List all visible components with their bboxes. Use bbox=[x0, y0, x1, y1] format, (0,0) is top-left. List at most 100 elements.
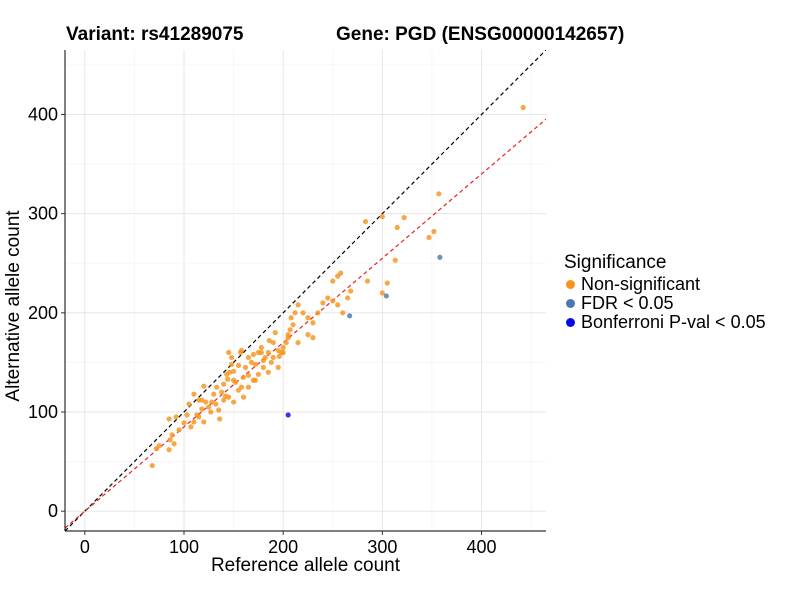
data-point bbox=[290, 322, 296, 328]
data-point bbox=[401, 215, 407, 221]
data-point bbox=[305, 332, 311, 338]
data-point bbox=[258, 344, 264, 351]
data-point bbox=[201, 419, 207, 425]
data-point bbox=[348, 288, 354, 294]
reference-line bbox=[65, 118, 546, 529]
data-point bbox=[184, 412, 190, 418]
data-point bbox=[176, 427, 182, 433]
y-tick-label: 200 bbox=[28, 303, 58, 323]
data-point bbox=[270, 354, 276, 361]
data-point bbox=[173, 414, 179, 420]
data-point bbox=[191, 391, 197, 397]
data-point bbox=[156, 443, 162, 449]
data-point bbox=[320, 300, 326, 306]
data-point bbox=[171, 441, 177, 447]
data-point bbox=[265, 369, 271, 375]
data-point bbox=[394, 224, 400, 231]
data-point bbox=[226, 394, 232, 400]
data-point bbox=[245, 372, 252, 378]
data-point bbox=[248, 359, 255, 366]
legend-label: Non-significant bbox=[581, 274, 701, 294]
data-point bbox=[272, 330, 278, 336]
data-point bbox=[188, 424, 194, 430]
data-point bbox=[345, 295, 351, 301]
data-point bbox=[235, 387, 242, 393]
data-point bbox=[392, 257, 398, 263]
tick-labels: 0 100 200 300 400 0 100 200 300 400 bbox=[28, 104, 497, 557]
data-point bbox=[340, 310, 346, 316]
data-point bbox=[209, 399, 215, 405]
data-point bbox=[266, 337, 272, 344]
legend: Significance Non-significant FDR < 0.05 … bbox=[564, 252, 766, 332]
data-point bbox=[280, 344, 286, 351]
legend-title: Significance bbox=[564, 252, 667, 273]
data-point bbox=[181, 420, 187, 426]
y-tick-label: 300 bbox=[28, 204, 58, 224]
data-point bbox=[280, 349, 286, 356]
data-point bbox=[255, 371, 261, 377]
data-point bbox=[379, 214, 385, 220]
reference-line bbox=[65, 50, 546, 531]
data-point bbox=[310, 320, 316, 326]
data-point bbox=[230, 399, 237, 405]
data-point bbox=[295, 339, 301, 346]
data-point bbox=[275, 364, 281, 370]
data-point bbox=[520, 104, 526, 111]
legend-label: Bonferroni P-val < 0.05 bbox=[581, 312, 766, 332]
data-point bbox=[292, 310, 298, 316]
y-axis-label: Alternative allele count bbox=[3, 210, 24, 402]
data-point bbox=[196, 414, 202, 420]
data-point bbox=[217, 416, 223, 422]
data-point bbox=[268, 359, 274, 366]
data-point bbox=[325, 295, 331, 301]
data-point bbox=[203, 399, 209, 405]
data-point bbox=[347, 313, 353, 319]
data-point bbox=[300, 310, 306, 316]
data-point bbox=[201, 383, 207, 389]
data-point bbox=[211, 391, 217, 397]
data-point bbox=[199, 397, 205, 403]
data-point bbox=[219, 389, 225, 395]
x-tick-label: 300 bbox=[367, 537, 397, 557]
data-point bbox=[315, 310, 321, 316]
x-tick-label: 100 bbox=[169, 537, 199, 557]
data-point bbox=[216, 407, 222, 413]
data-point bbox=[364, 278, 371, 284]
x-tick-label: 400 bbox=[467, 537, 497, 557]
legend-dot-icon bbox=[566, 280, 575, 289]
data-point bbox=[199, 406, 205, 412]
legend-item-non-significant: Non-significant bbox=[564, 275, 766, 294]
data-point bbox=[384, 280, 390, 286]
data-point bbox=[230, 377, 237, 383]
data-point bbox=[285, 412, 291, 418]
x-axis-label: Reference allele count bbox=[210, 555, 401, 576]
data-point bbox=[330, 298, 336, 304]
data-point bbox=[379, 290, 385, 296]
data-point bbox=[235, 362, 242, 368]
data-point bbox=[166, 416, 172, 422]
data-point bbox=[240, 374, 247, 380]
data-point bbox=[383, 293, 389, 299]
reference-lines bbox=[65, 50, 546, 531]
data-point bbox=[270, 339, 276, 346]
data-point bbox=[338, 270, 344, 276]
data-point bbox=[191, 419, 197, 425]
data-point bbox=[208, 409, 214, 415]
y-tick-label: 0 bbox=[48, 501, 58, 521]
data-point bbox=[206, 404, 212, 410]
data-point bbox=[224, 371, 230, 377]
data-point bbox=[240, 394, 247, 400]
data-point bbox=[186, 401, 192, 407]
data-point bbox=[242, 364, 249, 370]
y-tick-label: 400 bbox=[28, 104, 58, 124]
data-point bbox=[330, 278, 336, 284]
data-point bbox=[221, 381, 227, 387]
data-point bbox=[225, 376, 231, 382]
data-point bbox=[426, 234, 432, 241]
data-point bbox=[245, 384, 252, 390]
data-point bbox=[276, 353, 282, 360]
data-point bbox=[258, 349, 264, 356]
data-point bbox=[214, 384, 220, 390]
data-point bbox=[230, 368, 237, 374]
data-point bbox=[310, 335, 316, 341]
